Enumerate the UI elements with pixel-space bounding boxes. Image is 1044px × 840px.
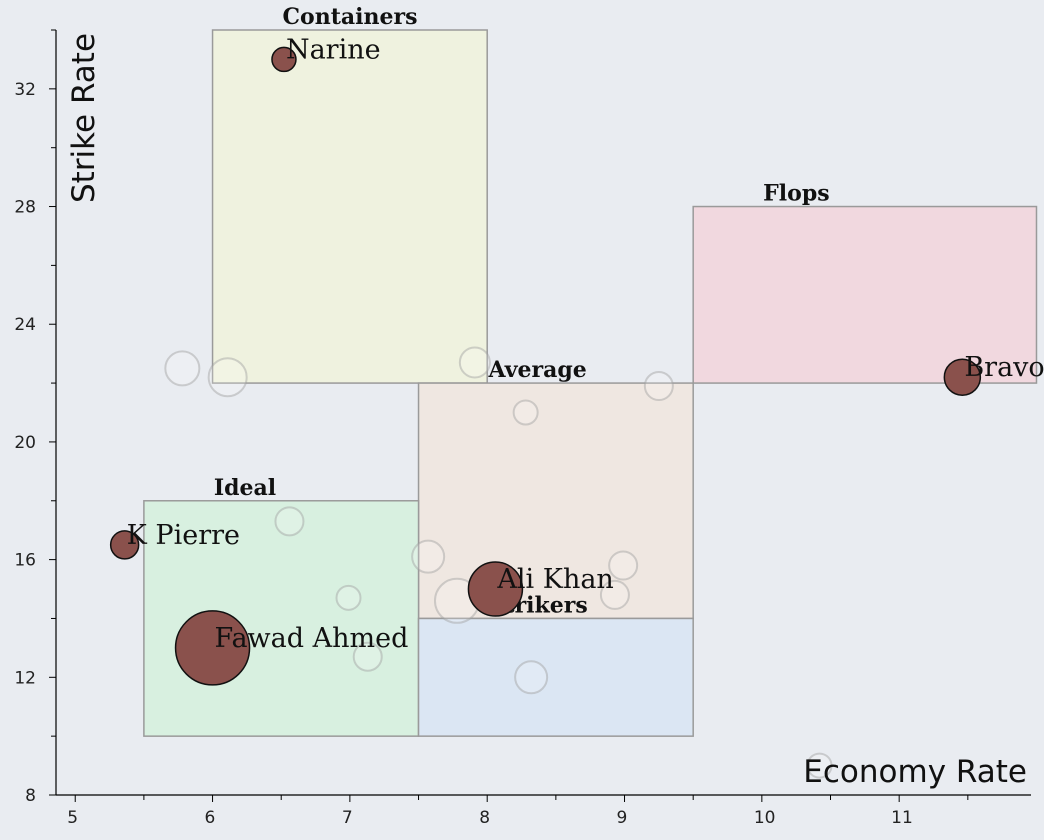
background-point xyxy=(608,550,639,581)
background-point xyxy=(514,660,549,695)
point-label-bravo: Bravo xyxy=(964,352,1044,383)
point-ali-khan xyxy=(467,561,524,617)
y-tick-label: 8 xyxy=(25,786,36,806)
point-label-fawad-ahmed: Fawad Ahmed xyxy=(215,623,409,654)
point-bravo xyxy=(943,358,982,396)
x-axis-ticks: 5 6 7 8 9 10 11 xyxy=(67,795,969,828)
background-point xyxy=(207,357,248,398)
region-flops xyxy=(692,205,1038,384)
background-point xyxy=(164,350,201,387)
y-tick-label: 16 xyxy=(14,551,36,571)
y-axis-title: Strike Rate xyxy=(66,33,102,203)
point-label-k-pierre: K Pierre xyxy=(127,520,240,551)
axes-layer: 5 6 7 8 9 10 11 8 12 16 20 24 28 32 xyxy=(14,29,1031,828)
x-tick-label: 9 xyxy=(617,808,628,828)
background-point xyxy=(599,579,630,610)
background-point xyxy=(411,539,446,574)
background-point xyxy=(458,346,491,379)
y-axis-ticks: 8 12 16 20 24 28 32 xyxy=(14,29,56,806)
x-axis-title: Economy Rate xyxy=(803,754,1027,790)
x-tick-label: 5 xyxy=(67,808,78,828)
point-narine xyxy=(271,46,297,73)
x-tick-label: 6 xyxy=(205,808,216,828)
point-fawad-ahmed xyxy=(174,610,251,686)
point-label-narine: Narine xyxy=(286,34,381,65)
background-point xyxy=(335,584,362,611)
region-containers xyxy=(211,29,488,384)
x-tick-label: 8 xyxy=(479,808,490,828)
region-strikers xyxy=(417,617,694,737)
y-tick-label: 24 xyxy=(14,315,36,335)
background-point xyxy=(352,641,383,672)
background-point xyxy=(806,752,833,779)
background-point xyxy=(512,399,539,426)
x-tick-label: 11 xyxy=(891,808,913,828)
y-tick-label: 20 xyxy=(14,433,36,453)
x-tick-label: 7 xyxy=(342,808,353,828)
region-label-average: Average xyxy=(488,357,587,383)
y-tick-label: 32 xyxy=(14,80,36,100)
region-average xyxy=(417,382,694,620)
point-k-pierre xyxy=(109,530,140,560)
region-label-ideal: Ideal xyxy=(214,475,276,501)
region-label-flops: Flops xyxy=(763,181,829,207)
background-point xyxy=(274,506,305,537)
region-label-containers: Containers xyxy=(283,4,418,30)
y-tick-label: 12 xyxy=(14,668,36,688)
x-tick-label: 10 xyxy=(754,808,776,828)
background-points-layer xyxy=(164,346,833,779)
y-tick-label: 28 xyxy=(14,198,36,218)
highlighted-points-layer: Narine Bravo K Pierre Ali Khan Fawad Ahmed xyxy=(109,34,1044,686)
point-label-ali-khan: Ali Khan xyxy=(496,564,613,595)
background-point xyxy=(643,371,674,402)
